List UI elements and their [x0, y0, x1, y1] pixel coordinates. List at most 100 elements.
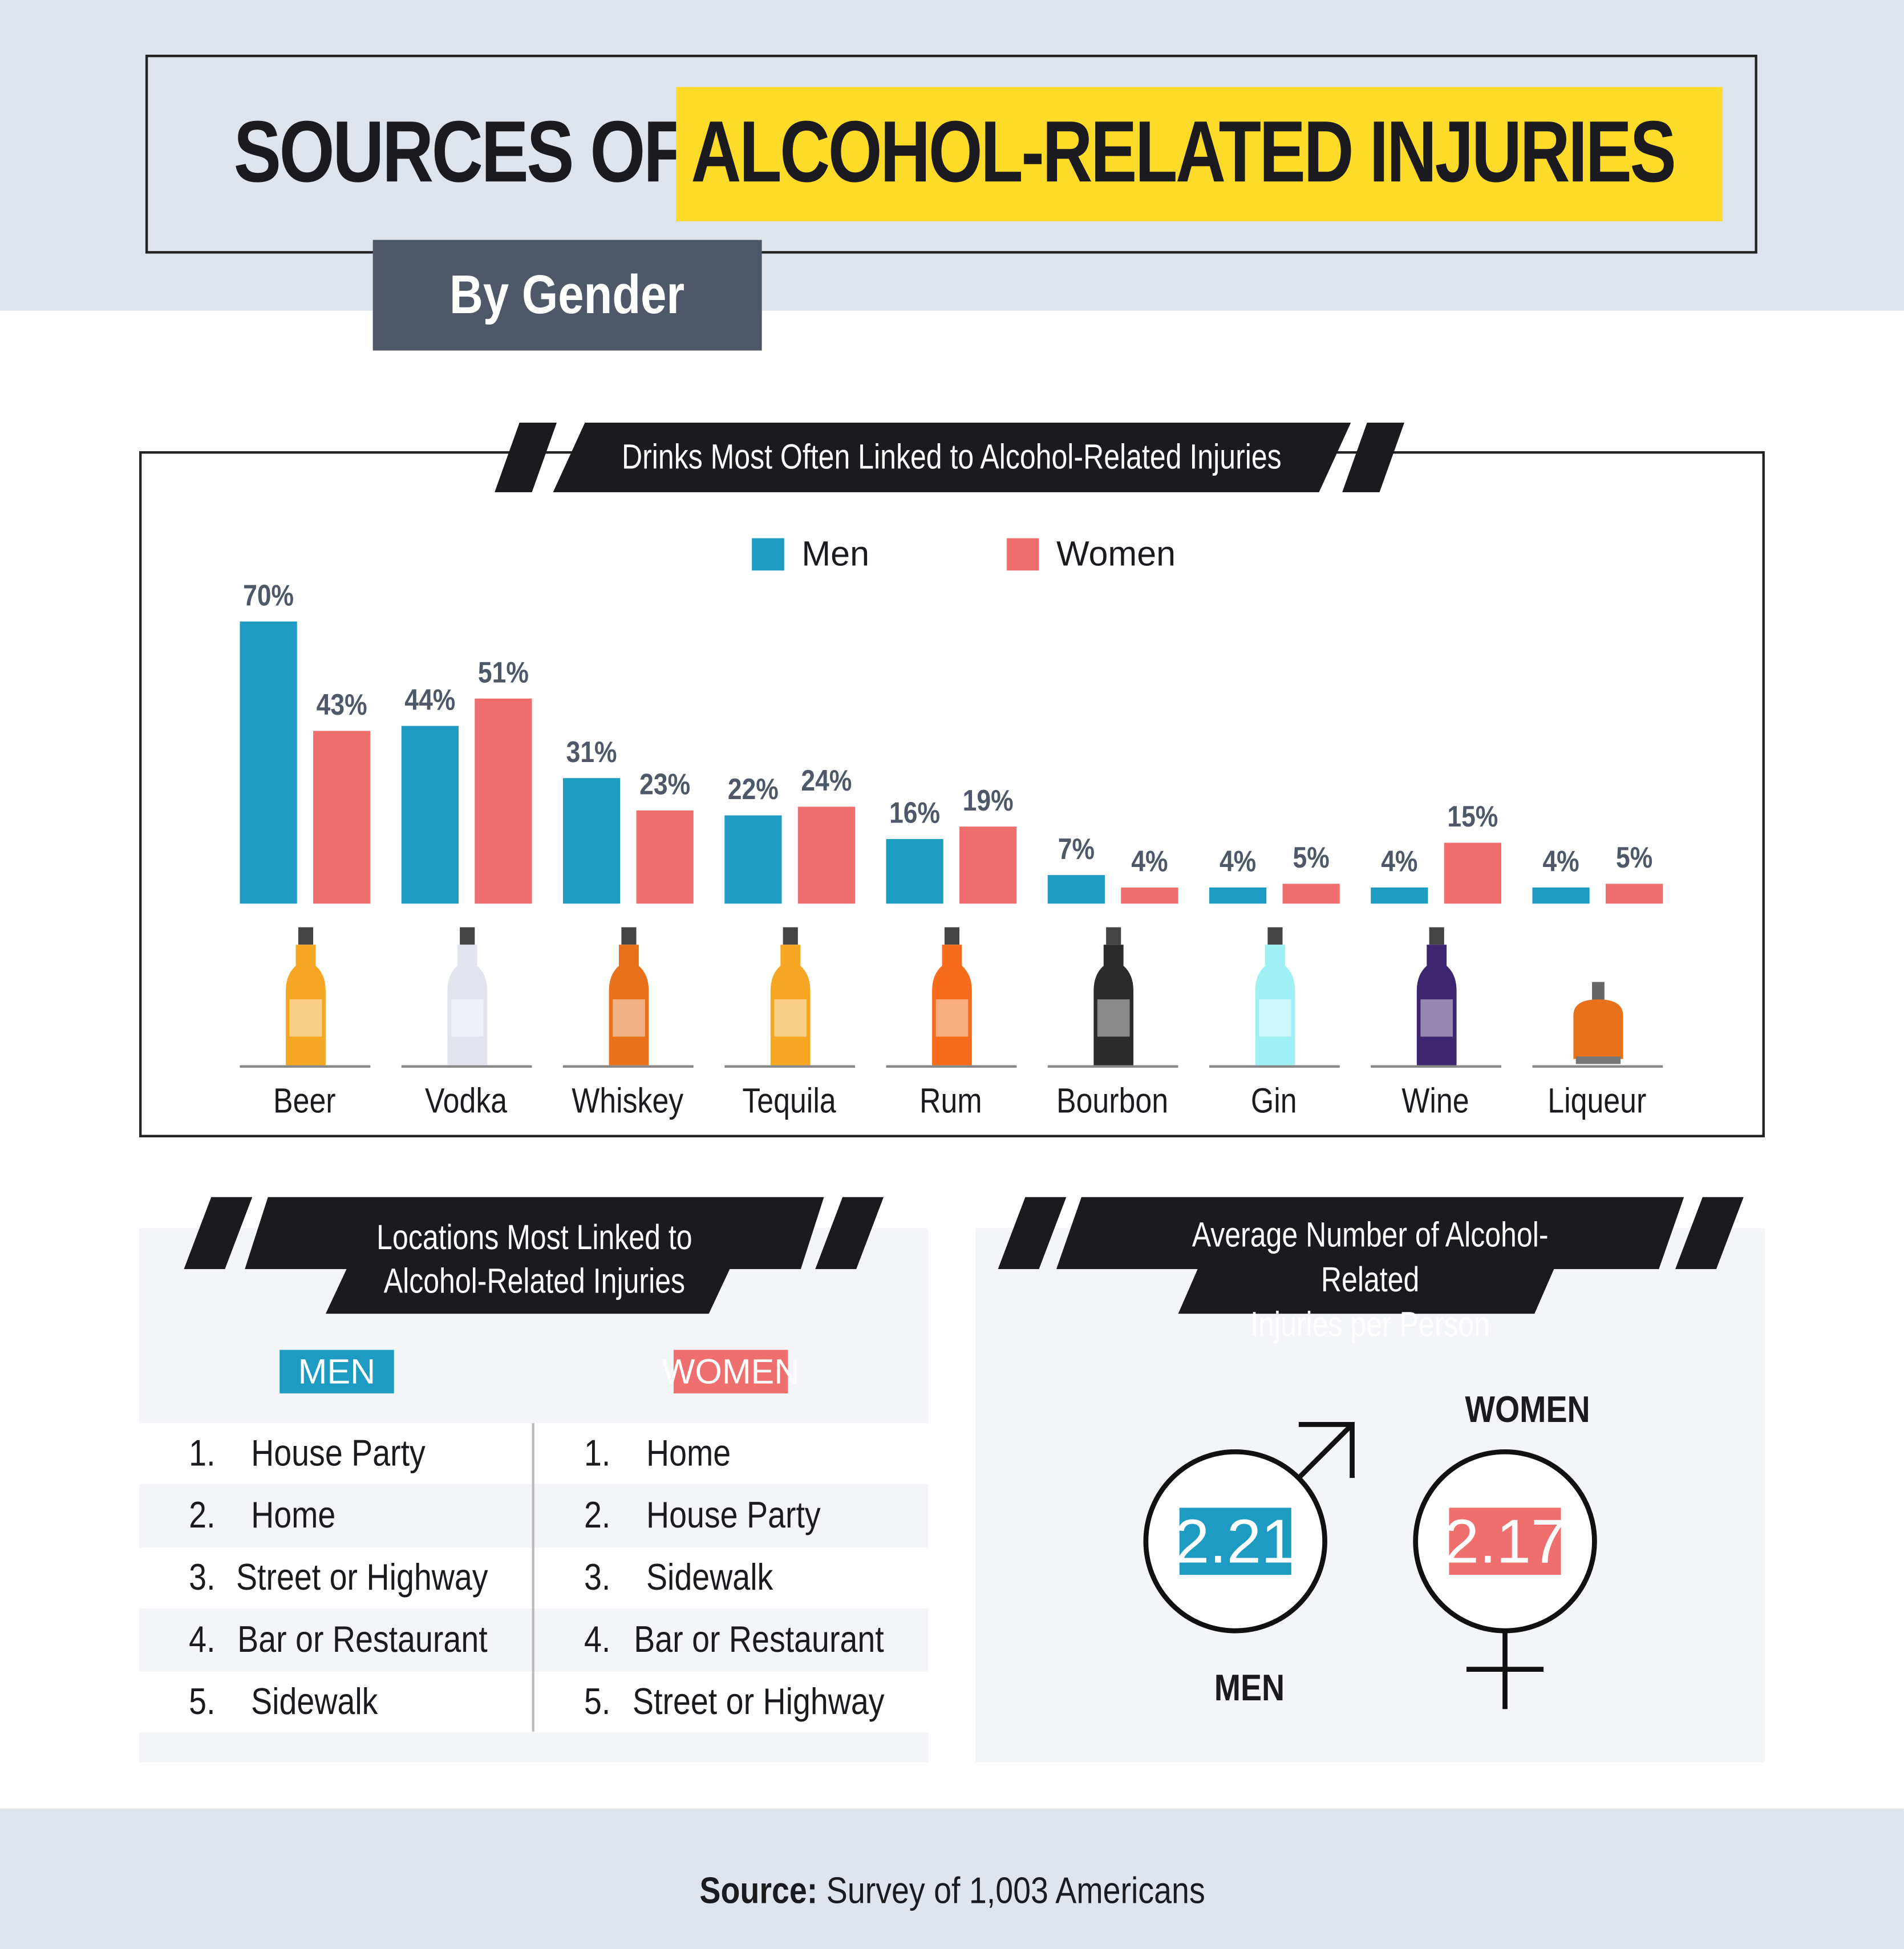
chart-title: Drinks Most Often Linked to Alcohol-Rela… [622, 437, 1282, 476]
liqueur-bottle-icon [1573, 982, 1623, 1064]
rank: 5. [584, 1681, 611, 1723]
rank: 2. [189, 1494, 216, 1536]
location-row-men: 1. House Party [139, 1423, 532, 1484]
rank: 1. [584, 1432, 611, 1474]
location-name: Sidewalk [251, 1681, 378, 1723]
data-label: 5% [1616, 841, 1653, 875]
bar-rum-men [886, 839, 943, 904]
category-label: Tequila [742, 1081, 836, 1120]
data-label: 5% [1293, 841, 1330, 875]
bar-bourbon-women [1121, 887, 1178, 904]
rank: 2. [584, 1494, 611, 1536]
shelf-line [401, 1065, 532, 1068]
average-banner-top [1056, 1197, 1684, 1269]
locations-title-line2: Alcohol-Related Injuries [383, 1261, 686, 1300]
whiskey-bottle-icon [609, 927, 649, 1065]
rank: 3. [584, 1557, 611, 1598]
location-row-men: 2. Home [139, 1485, 532, 1546]
data-label: 70% [243, 579, 294, 613]
data-label: 31% [566, 736, 617, 770]
chart-title-banner: Drinks Most Often Linked to Alcohol-Rela… [553, 422, 1351, 492]
locations-title: Locations Most Linked to Alcohol-Related … [286, 1215, 783, 1303]
locations-banner-top [245, 1197, 824, 1269]
title-highlight [676, 87, 1723, 221]
subtitle-box: By Gender [372, 240, 762, 351]
title-frame [145, 54, 1757, 254]
category-label: Vodka [424, 1081, 508, 1120]
shelf-line [1047, 1065, 1178, 1068]
bourbon-bottle-icon [1093, 927, 1134, 1065]
men-average-value: 2.21 [1174, 1506, 1296, 1577]
bar-tequila-men [724, 815, 782, 904]
rank: 5. [189, 1681, 216, 1723]
location-row-men: 4. Bar or Restaurant [139, 1610, 532, 1671]
bar-bourbon-men [1047, 875, 1105, 904]
location-name: Home [646, 1432, 731, 1474]
bar-vodka-women [475, 698, 532, 904]
category-label: Beer [273, 1081, 336, 1120]
bar-wine-women [1444, 843, 1501, 904]
legend-label-men: Men [801, 534, 870, 573]
legend-label-women: Women [1056, 534, 1176, 573]
shelf-line [240, 1065, 371, 1068]
wine-bottle-icon [1416, 927, 1457, 1065]
bar-rum-women [959, 826, 1017, 904]
female-symbol-icon [1413, 1449, 1597, 1709]
location-name: Bar or Restaurant [634, 1619, 885, 1660]
category-label: Wine [1401, 1081, 1469, 1120]
gin-bottle-icon [1255, 927, 1295, 1065]
bar-liqueur-men [1532, 887, 1590, 904]
location-name: Sidewalk [646, 1557, 773, 1598]
location-row-women: 4. Bar or Restaurant [534, 1610, 929, 1671]
average-title: Average Number of Alcohol-Related Injurie… [1093, 1213, 1647, 1347]
data-label: 44% [404, 684, 456, 718]
tequila-bottle-icon [770, 927, 811, 1065]
rank: 3. [189, 1557, 216, 1598]
bar-tequila-women [797, 807, 856, 904]
data-label: 4% [1219, 845, 1257, 879]
data-label: 43% [316, 688, 367, 722]
location-name: Home [251, 1494, 336, 1536]
data-label: 19% [962, 784, 1014, 819]
title-part1: SOURCES OF [233, 103, 687, 200]
data-label: 22% [727, 772, 779, 807]
men-tag: MEN [279, 1350, 394, 1393]
data-label: 51% [477, 655, 529, 690]
location-row-women: 2. House Party [534, 1485, 929, 1546]
bar-chart: 70% 43% Beer 44% 51% Vodka 31% 23% Whiskey 22% 24%… [240, 579, 1663, 1120]
women-tag: WOMEN [662, 1350, 799, 1393]
footer-background [0, 1808, 1904, 1949]
data-label: 23% [639, 768, 691, 803]
location-row-women: 1. Home [534, 1423, 929, 1484]
location-row-men: 5. Sidewalk [139, 1672, 532, 1733]
location-name: House Party [646, 1494, 821, 1536]
bar-gin-men [1209, 887, 1267, 904]
shelf-line [1209, 1065, 1340, 1068]
legend-women: Women [1006, 534, 1176, 574]
average-title-line1: Average Number of Alcohol-Related [1192, 1215, 1549, 1299]
bar-liqueur-women [1606, 883, 1663, 904]
bar-beer-men [240, 621, 297, 904]
source-text: Survey of 1,003 Americans [826, 1870, 1205, 1912]
location-row-women: 3. Sidewalk [534, 1547, 929, 1608]
vodka-bottle-icon [447, 927, 488, 1065]
locations-banner-bottom [325, 1261, 734, 1314]
location-name: Street or Highway [236, 1557, 488, 1598]
beer-bottle-icon [286, 927, 326, 1065]
location-row-men: 3. Street or Highway [139, 1547, 532, 1608]
rank: 1. [189, 1432, 216, 1474]
source-label: Source: [699, 1870, 817, 1912]
column-divider [532, 1423, 534, 1732]
data-label: 4% [1381, 845, 1418, 879]
title-part2: ALCOHOL-RELATED INJURIES [691, 103, 1676, 200]
bar-beer-women [313, 730, 371, 904]
bar-whiskey-women [636, 811, 694, 904]
average-banner-bottom [1178, 1261, 1558, 1314]
subtitle: By Gender [449, 264, 685, 325]
legend-swatch-men [752, 538, 784, 571]
rank: 4. [584, 1619, 611, 1660]
category-label: Rum [919, 1081, 982, 1120]
shelf-line [1532, 1065, 1663, 1068]
shelf-line [886, 1065, 1017, 1068]
